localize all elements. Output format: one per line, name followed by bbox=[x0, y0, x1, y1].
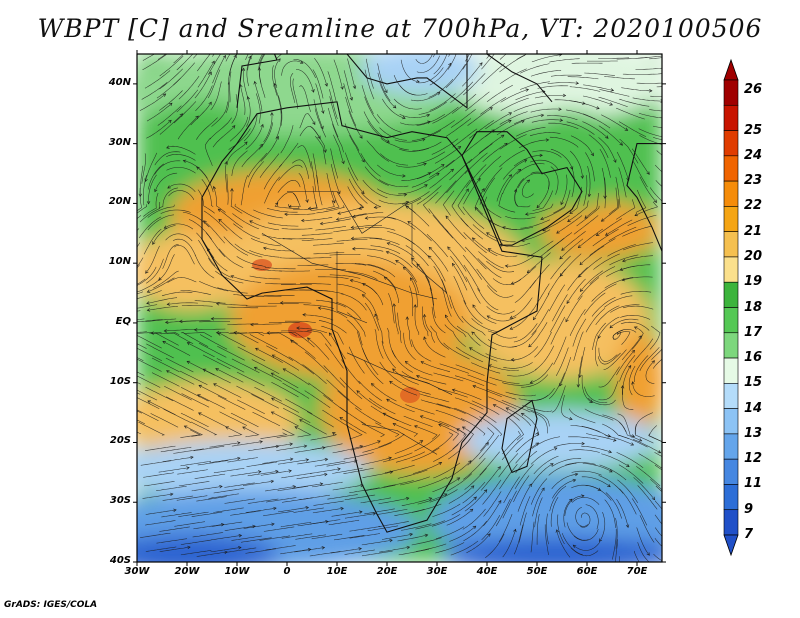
colorbar-swatch bbox=[723, 484, 739, 511]
lon-tick-label: 60E bbox=[576, 566, 598, 577]
colorbar bbox=[723, 58, 739, 557]
lat-tick-label: 40N bbox=[108, 76, 131, 88]
colorbar-label: 21 bbox=[744, 223, 763, 239]
colorbar-label: 7 bbox=[744, 527, 754, 542]
lon-tick-label: 20E bbox=[376, 566, 398, 577]
colorbar-swatch bbox=[723, 383, 739, 409]
colorbar-swatch bbox=[723, 231, 739, 258]
colorbar-swatch bbox=[723, 256, 739, 283]
colorbar-swatch bbox=[723, 307, 739, 334]
colorbar-swatch bbox=[723, 155, 739, 182]
lon-tick-label: 40E bbox=[476, 566, 498, 577]
colorbar-label: 19 bbox=[744, 274, 763, 290]
colorbar-bottom-arrow bbox=[723, 534, 739, 557]
lat-tick-label: 10S bbox=[109, 375, 131, 387]
colorbar-label: 9 bbox=[744, 501, 754, 517]
map-frame bbox=[136, 53, 663, 563]
colorbar-swatch bbox=[723, 79, 739, 106]
colorbar-swatch bbox=[723, 130, 739, 157]
colorbar-label: 23 bbox=[744, 173, 763, 189]
lon-tick-label: 30W bbox=[124, 566, 150, 577]
colorbar-label: 13 bbox=[744, 425, 763, 441]
lat-tick-label: 20S bbox=[109, 435, 131, 447]
chart-title: WBPT [C] and Sreamline at 700hPa, VT: 20… bbox=[37, 14, 763, 43]
colorbar-label: 11 bbox=[744, 476, 763, 492]
lat-tick-label: 30N bbox=[108, 136, 131, 148]
colorbar-label: 16 bbox=[744, 350, 763, 366]
colorbar-swatch bbox=[723, 332, 739, 359]
colorbar-swatch bbox=[723, 180, 739, 207]
colorbar-swatch bbox=[723, 357, 739, 384]
colorbar-label: 20 bbox=[744, 248, 763, 264]
lon-tick-label: 50E bbox=[526, 566, 548, 577]
colorbar-label: 24 bbox=[744, 147, 763, 163]
colorbar-swatch bbox=[723, 433, 739, 460]
lat-tick-label: 10N bbox=[108, 256, 131, 268]
colorbar-swatch bbox=[723, 206, 739, 232]
colorbar-swatch bbox=[723, 458, 739, 485]
lon-tick-label: 20W bbox=[174, 566, 200, 577]
lon-tick-label: 0 bbox=[283, 566, 291, 577]
colorbar-label: 17 bbox=[744, 324, 763, 340]
lon-tick-label: 10W bbox=[224, 566, 250, 577]
colorbar-swatch bbox=[723, 281, 739, 308]
axis-ticks bbox=[133, 50, 666, 566]
lat-tick-label: 30S bbox=[109, 495, 131, 507]
lon-tick-label: 70E bbox=[626, 566, 648, 577]
lat-tick-label: EQ bbox=[115, 315, 131, 327]
lon-tick-label: 30E bbox=[426, 566, 448, 577]
colorbar-label: 14 bbox=[744, 400, 763, 416]
coastlines bbox=[201, 54, 662, 533]
colorbar-label: 25 bbox=[744, 122, 763, 138]
lat-tick-label: 20N bbox=[108, 196, 131, 208]
colorbar-swatch bbox=[723, 408, 739, 435]
colorbar-swatch bbox=[723, 509, 739, 536]
colorbar-label: 26 bbox=[744, 82, 763, 97]
colorbar-label: 15 bbox=[744, 375, 763, 391]
colorbar-label: 12 bbox=[744, 451, 763, 467]
colorbar-label: 18 bbox=[744, 299, 763, 315]
colorbar-top-arrow bbox=[723, 58, 739, 81]
colorbar-swatch bbox=[723, 104, 739, 131]
lon-tick-label: 10E bbox=[326, 566, 348, 577]
credit-label: GrADS: IGES/COLA bbox=[4, 600, 98, 610]
lat-tick-label: 40S bbox=[109, 555, 131, 566]
colorbar-label: 22 bbox=[744, 198, 763, 214]
streamlines bbox=[137, 54, 662, 562]
